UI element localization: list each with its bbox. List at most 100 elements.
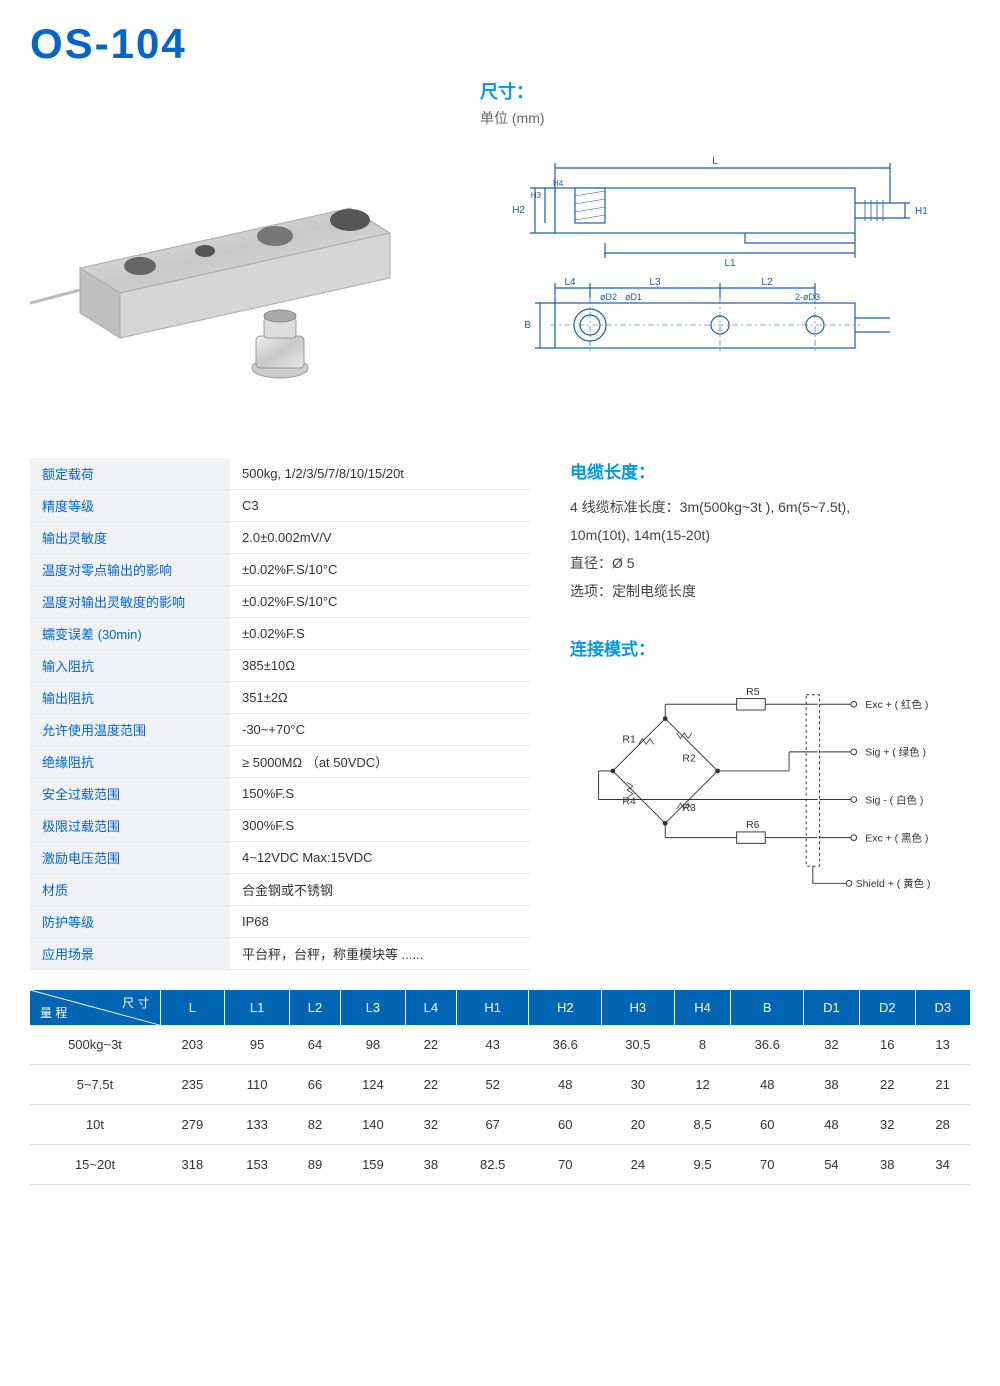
- dim-cell: 82.5: [456, 1145, 529, 1185]
- cable-title: 电缆长度：: [570, 458, 970, 483]
- dim-cell: 34: [915, 1145, 970, 1185]
- svg-text:B: B: [524, 320, 531, 331]
- dim-cell: 30: [602, 1065, 675, 1105]
- dim-cell: 22: [859, 1065, 915, 1105]
- connection-diagram: R1 R2 R3 R4 R5 R6: [570, 670, 970, 910]
- dim-cell: 140: [341, 1105, 406, 1145]
- dim-col-header: L1: [225, 990, 290, 1025]
- cable-line: 直径：Ø 5: [570, 549, 970, 577]
- spec-label: 激励电压范围: [30, 842, 230, 873]
- svg-text:øD1: øD1: [625, 292, 642, 302]
- spec-value: ±0.02%F.S/10°C: [230, 588, 530, 615]
- dim-cell: 28: [915, 1105, 970, 1145]
- dim-col-header: L2: [289, 990, 340, 1025]
- dim-cell: 32: [405, 1105, 456, 1145]
- svg-text:R6: R6: [746, 820, 760, 831]
- svg-text:Sig - ( 白色 ): Sig - ( 白色 ): [865, 793, 923, 806]
- svg-text:Sig + ( 绿色 ): Sig + ( 绿色 ): [865, 746, 926, 759]
- spec-row: 蠕变误差 (30min)±0.02%F.S: [30, 618, 530, 650]
- spec-label: 绝缘阻抗: [30, 746, 230, 777]
- spec-label: 额定载荷: [30, 458, 230, 489]
- dim-col-header: H3: [602, 990, 675, 1025]
- svg-text:R2: R2: [682, 753, 696, 764]
- dim-range: 5~7.5t: [30, 1065, 160, 1105]
- dim-range: 500kg~3t: [30, 1025, 160, 1065]
- spec-value: 300%F.S: [230, 812, 530, 839]
- svg-text:Shield + ( 黄色 ): Shield + ( 黄色 ): [856, 877, 931, 890]
- spec-label: 温度对零点输出的影响: [30, 554, 230, 585]
- spec-value: 合金钢或不锈钢: [230, 874, 530, 905]
- cable-line: 选项：定制电缆长度: [570, 577, 970, 605]
- dim-cell: 16: [859, 1025, 915, 1065]
- dim-cell: 43: [456, 1025, 529, 1065]
- spec-row: 安全过载范围150%F.S: [30, 778, 530, 810]
- spec-row: 防护等级IP68: [30, 906, 530, 938]
- spec-value: ≥ 5000MΩ （at 50VDC）: [230, 746, 530, 777]
- dim-cell: 48: [804, 1105, 860, 1145]
- dim-cell: 95: [225, 1025, 290, 1065]
- dim-col-header: H1: [456, 990, 529, 1025]
- dim-cell: 12: [674, 1065, 731, 1105]
- dim-col-header: D1: [804, 990, 860, 1025]
- svg-text:øD2: øD2: [600, 292, 617, 302]
- spec-row: 温度对零点输出的影响±0.02%F.S/10°C: [30, 554, 530, 586]
- dim-cell: 20: [602, 1105, 675, 1145]
- dim-cell: 38: [859, 1145, 915, 1185]
- spec-row: 材质合金钢或不锈钢: [30, 874, 530, 906]
- dim-cell: 22: [405, 1025, 456, 1065]
- svg-text:L4: L4: [564, 277, 576, 288]
- dim-cell: 110: [225, 1065, 290, 1105]
- dim-cell: 38: [405, 1145, 456, 1185]
- right-info: 电缆长度： 4 线缆标准长度：3m(500kg~3t ), 6m(5~7.5t)…: [570, 458, 970, 970]
- dim-cell: 67: [456, 1105, 529, 1145]
- product-image: [30, 78, 450, 418]
- spec-label: 安全过载范围: [30, 778, 230, 809]
- spec-value: 500kg, 1/2/3/5/7/8/10/15/20t: [230, 460, 530, 487]
- svg-text:L2: L2: [761, 277, 773, 288]
- svg-text:2-øD3: 2-øD3: [795, 292, 820, 302]
- dim-cell: 9.5: [674, 1145, 731, 1185]
- dim-cell: 24: [602, 1145, 675, 1185]
- svg-text:L3: L3: [649, 277, 661, 288]
- spec-value: 150%F.S: [230, 780, 530, 807]
- dim-cell: 13: [915, 1025, 970, 1065]
- spec-label: 应用场景: [30, 938, 230, 969]
- dim-cell: 279: [160, 1105, 225, 1145]
- svg-text:R1: R1: [622, 734, 636, 745]
- dim-cell: 203: [160, 1025, 225, 1065]
- spec-label: 温度对输出灵敏度的影响: [30, 586, 230, 617]
- dim-cell: 60: [529, 1105, 602, 1145]
- dim-cell: 153: [225, 1145, 290, 1185]
- dim-row: 500kg~3t203956498224336.630.5836.6321613: [30, 1025, 970, 1065]
- dim-cell: 36.6: [731, 1025, 804, 1065]
- dim-row: 5~7.5t23511066124225248301248382221: [30, 1065, 970, 1105]
- svg-text:L: L: [712, 156, 718, 167]
- spec-label: 精度等级: [30, 490, 230, 521]
- spec-label: 输出灵敏度: [30, 522, 230, 553]
- dim-cell: 32: [859, 1105, 915, 1145]
- dim-cell: 21: [915, 1065, 970, 1105]
- dimension-table: 尺 寸 量 程 LL1L2L3L4H1H2H3H4BD1D2D3 500kg~3…: [30, 990, 970, 1185]
- spec-row: 输出灵敏度2.0±0.002mV/V: [30, 522, 530, 554]
- dim-col-header: H2: [529, 990, 602, 1025]
- cable-line: 4 线缆标准长度：3m(500kg~3t ), 6m(5~7.5t),: [570, 493, 970, 521]
- top-section: 尺寸： 单位 (mm): [30, 78, 970, 418]
- spec-value: -30~+70°C: [230, 716, 530, 743]
- dim-cell: 38: [804, 1065, 860, 1105]
- dim-cell: 82: [289, 1105, 340, 1145]
- dim-col-header: H4: [674, 990, 731, 1025]
- dim-cell: 66: [289, 1065, 340, 1105]
- dim-col-header: B: [731, 990, 804, 1025]
- dim-cell: 36.6: [529, 1025, 602, 1065]
- spec-label: 材质: [30, 874, 230, 905]
- dim-cell: 133: [225, 1105, 290, 1145]
- svg-text:H4: H4: [553, 179, 564, 188]
- spec-label: 极限过载范围: [30, 810, 230, 841]
- spec-row: 输出阻抗351±2Ω: [30, 682, 530, 714]
- spec-table: 额定载荷500kg, 1/2/3/5/7/8/10/15/20t精度等级C3输出…: [30, 458, 530, 970]
- dim-range: 10t: [30, 1105, 160, 1145]
- dim-cell: 318: [160, 1145, 225, 1185]
- spec-value: 2.0±0.002mV/V: [230, 524, 530, 551]
- dim-cell: 8: [674, 1025, 731, 1065]
- dim-cell: 235: [160, 1065, 225, 1105]
